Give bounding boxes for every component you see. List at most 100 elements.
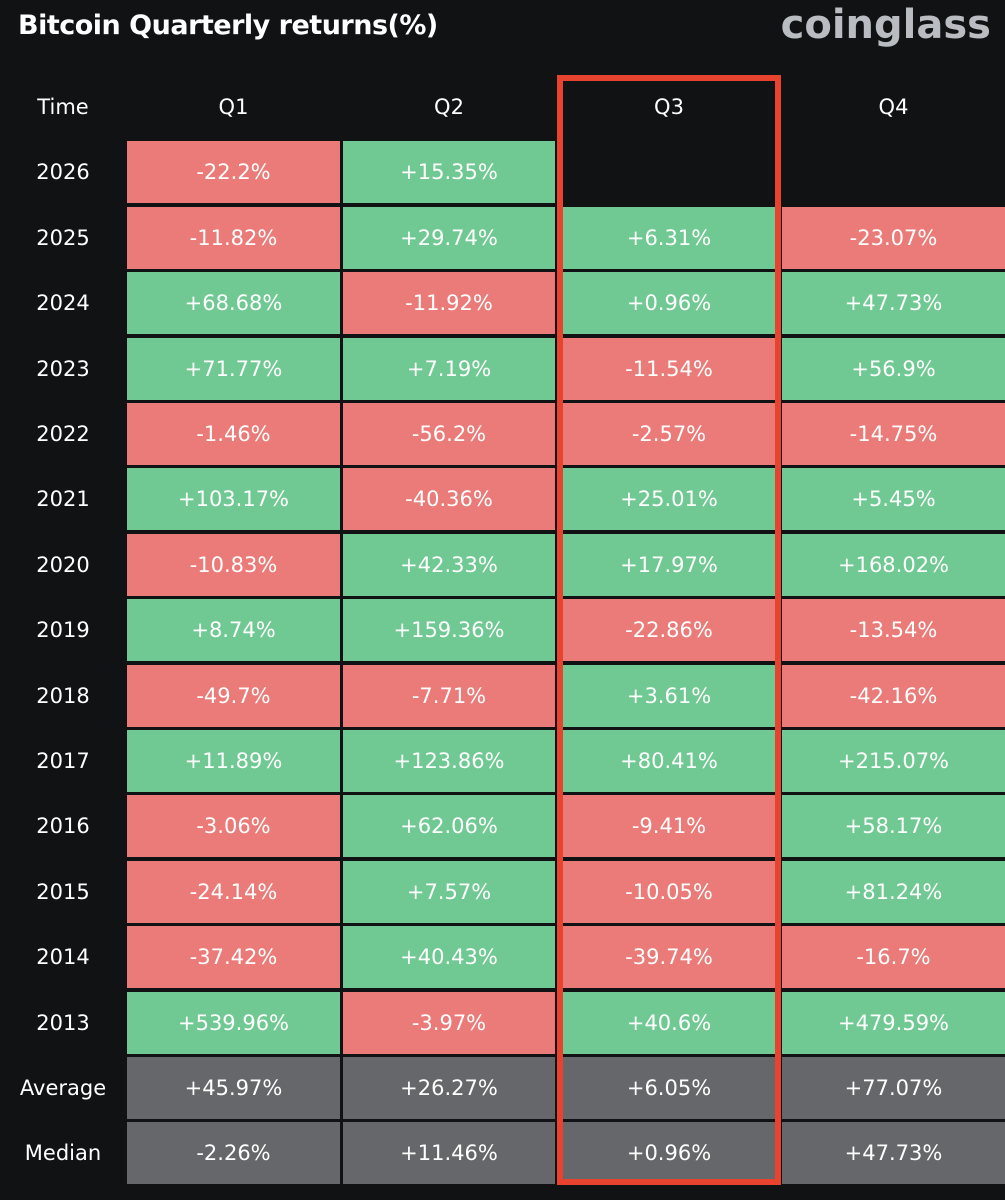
return-cell-q1: -37.42% [127, 926, 340, 989]
return-cell-q4: +47.73% [782, 272, 1005, 335]
table-row-2021: 2021 +103.17% -40.36% +25.01% +5.45% [0, 468, 1005, 531]
return-cell-q1: -2.26% [127, 1122, 340, 1185]
return-cell-q1: +68.68% [127, 272, 340, 335]
return-cell-q3: -22.86% [559, 599, 779, 662]
return-cell-q4: +58.17% [782, 795, 1005, 858]
column-header-q2: Q2 [434, 95, 464, 119]
return-cell-q3: +6.31% [559, 206, 779, 269]
return-cell-q3: -11.54% [559, 337, 779, 400]
return-cell-q3: +40.6% [559, 991, 779, 1054]
table-row-2019: 2019 +8.74% +159.36% -22.86% -13.54% [0, 599, 1005, 662]
return-cell-q3: +25.01% [559, 468, 779, 531]
return-cell-q4: -23.07% [782, 206, 1005, 269]
row-label: Average [19, 1076, 107, 1100]
return-cell-q4: -14.75% [782, 403, 1005, 465]
table-row-2023: 2023 +71.77% +7.19% -11.54% +56.9% [0, 337, 1005, 400]
return-cell-q1: -10.83% [127, 533, 340, 596]
return-cell-q4 [782, 141, 1005, 203]
return-cell-q4: +81.24% [782, 860, 1005, 923]
return-cell-q1: +103.17% [127, 468, 340, 531]
return-cell-q4: +56.9% [782, 337, 1005, 400]
brand-logo: coinglass [780, 2, 991, 48]
return-cell-q3: +0.96% [559, 272, 779, 335]
return-cell-q1: -1.46% [127, 403, 340, 465]
row-label: 2021 [36, 487, 90, 512]
return-cell-q3: +17.97% [559, 533, 779, 596]
return-cell-q3: -10.05% [559, 860, 779, 923]
table-row-2025: 2025 -11.82% +29.74% +6.31% -23.07% [0, 206, 1005, 269]
table-row-2013: 2013 +539.96% -3.97% +40.6% +479.59% [0, 991, 1005, 1054]
return-cell-q2: +7.57% [343, 860, 555, 923]
return-cell-q3: -39.74% [559, 926, 779, 989]
return-cell-q2: +123.86% [343, 730, 555, 792]
return-cell-q3: -2.57% [559, 403, 779, 465]
return-cell-q3 [559, 141, 779, 203]
row-label: 2024 [36, 291, 90, 316]
return-cell-q2: +29.74% [343, 206, 555, 269]
return-cell-q2: +11.46% [343, 1122, 555, 1185]
row-label: Median [24, 1141, 102, 1166]
summary-row-median: Median -2.26% +11.46% +0.96% +47.73% [0, 1122, 1005, 1185]
row-label: 2013 [36, 1010, 90, 1035]
row-label: 2020 [36, 552, 90, 577]
return-cell-q3: +3.61% [559, 664, 779, 727]
row-label: 2023 [36, 356, 90, 381]
return-cell-q2: +62.06% [343, 795, 555, 858]
table-row-2015: 2015 -24.14% +7.57% -10.05% +81.24% [0, 860, 1005, 923]
return-cell-q1: -22.2% [127, 141, 340, 204]
return-cell-q2: +7.19% [343, 337, 555, 400]
return-cell-q4: +215.07% [782, 730, 1005, 792]
return-cell-q4: +479.59% [782, 991, 1005, 1054]
row-label: 2018 [36, 683, 90, 708]
row-label: 2022 [36, 422, 90, 446]
return-cell-q3: +6.05% [559, 1057, 779, 1119]
return-cell-q1: -3.06% [127, 795, 340, 858]
return-cell-q1: +11.89% [127, 730, 340, 792]
return-cell-q2: +26.27% [343, 1057, 555, 1119]
return-cell-q1: -49.7% [127, 664, 340, 727]
column-header-time: Time [37, 95, 89, 119]
return-cell-q4: +5.45% [782, 468, 1005, 531]
return-cell-q3: +0.96% [559, 1122, 779, 1185]
return-cell-q2: -11.92% [343, 272, 555, 335]
return-cell-q4: +77.07% [782, 1057, 1005, 1119]
return-cell-q2: -40.36% [343, 468, 555, 531]
row-label: 2026 [36, 160, 90, 185]
table-row-2022: 2022 -1.46% -56.2% -2.57% -14.75% [0, 403, 1005, 465]
return-cell-q4: +47.73% [782, 1122, 1005, 1185]
page-title: Bitcoin Quarterly returns(%) [18, 10, 438, 41]
return-cell-q1: +8.74% [127, 599, 340, 662]
return-cell-q4: -42.16% [782, 664, 1005, 727]
return-cell-q4: -13.54% [782, 599, 1005, 662]
return-cell-q2: +15.35% [343, 141, 555, 204]
summary-row-average: Average +45.97% +26.27% +6.05% +77.07% [0, 1057, 1005, 1119]
row-label: 2019 [36, 618, 90, 643]
return-cell-q2: -3.97% [343, 991, 555, 1054]
row-label: 2016 [36, 814, 90, 839]
table-row-2017: 2017 +11.89% +123.86% +80.41% +215.07% [0, 730, 1005, 792]
column-header-q3: Q3 [654, 95, 684, 119]
return-cell-q4: +168.02% [782, 533, 1005, 596]
return-cell-q2: -7.71% [343, 664, 555, 727]
return-cell-q2: +40.43% [343, 926, 555, 989]
return-cell-q1: +539.96% [127, 991, 340, 1054]
table-row-2014: 2014 -37.42% +40.43% -39.74% -16.7% [0, 926, 1005, 989]
return-cell-q3: +80.41% [559, 730, 779, 792]
return-cell-q2: +42.33% [343, 533, 555, 596]
return-cell-q4: -16.7% [782, 926, 1005, 989]
table-row-2026: 2026 -22.2% +15.35% [0, 141, 1005, 204]
column-header-q4: Q4 [878, 95, 909, 119]
return-cell-q1: +71.77% [127, 337, 340, 400]
header-row: Time Q1 Q2 Q3 Q4 [0, 76, 1005, 138]
return-cell-q1: -24.14% [127, 860, 340, 923]
column-header-q1: Q1 [218, 95, 249, 119]
table-row-2016: 2016 -3.06% +62.06% -9.41% +58.17% [0, 795, 1005, 858]
row-label: 2014 [36, 945, 90, 970]
return-cell-q1: +45.97% [127, 1057, 340, 1119]
return-cell-q1: -11.82% [127, 206, 340, 269]
table-row-2024: 2024 +68.68% -11.92% +0.96% +47.73% [0, 272, 1005, 335]
return-cell-q2: +159.36% [343, 599, 555, 662]
return-cell-q2: -56.2% [343, 403, 555, 465]
table-row-2020: 2020 -10.83% +42.33% +17.97% +168.02% [0, 533, 1005, 596]
row-label: 2025 [36, 225, 90, 250]
